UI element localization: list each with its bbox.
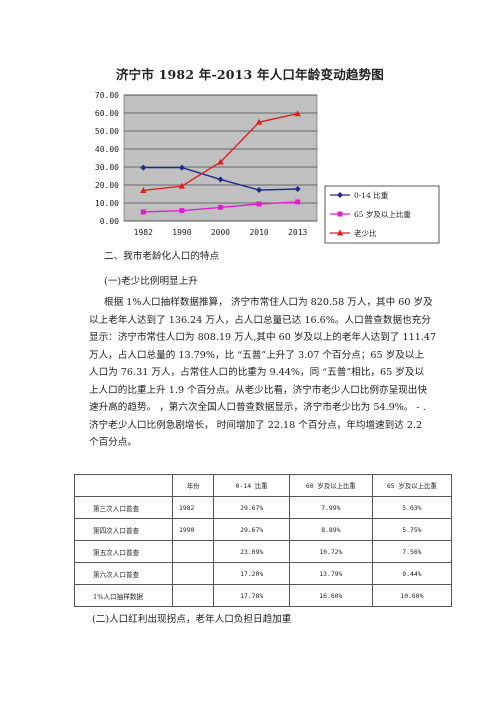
x-tick-label: 2000 xyxy=(211,228,230,237)
grid-lines xyxy=(124,94,317,222)
legend-label: 老少比 xyxy=(354,228,377,238)
data-point xyxy=(255,118,263,125)
paragraph-line: 上人口的比重上升 1.9 个百分点。从老少比看，济宁市老少人口比例亦呈现出快 xyxy=(89,384,427,396)
y-tick-label: 30.00 xyxy=(95,163,119,172)
section-heading: 二、我市老龄化人口的特点 xyxy=(104,251,220,262)
table-row: 第五次人口普查 23.09% 10.72% 7.56% xyxy=(73,540,453,563)
x-tick-label: 2010 xyxy=(249,228,268,237)
table-cell: 第三次人口普查 xyxy=(73,496,174,519)
table-row: 第四次人口普查 1990 29.67% 8.89% 5.75% xyxy=(73,518,453,541)
table-header xyxy=(73,474,174,497)
table-cell: 13.79% xyxy=(288,562,373,585)
table-cell: 7.99% xyxy=(288,496,373,519)
data-point xyxy=(256,201,262,207)
table-row: 第三次人口普查 1982 29.67% 7.99% 5.03% xyxy=(73,496,453,519)
y-tick-label: 50.00 xyxy=(95,127,119,136)
y-tick-label: 40.00 xyxy=(95,145,119,154)
legend-label: 65 岁及以上比重 xyxy=(354,209,411,219)
table-row: 第六次人口普查 17.20% 13.79% 9.44% xyxy=(73,562,453,585)
table-cell: 17.20% xyxy=(213,562,290,585)
paragraph-line: 个百分点。 xyxy=(89,437,137,448)
y-tick-label: 60.00 xyxy=(95,109,119,118)
table-header-row: 年份 0-14 比重 60 岁及以上比重 65 岁及以上比重 xyxy=(73,474,453,497)
table-cell: 1982 xyxy=(172,496,215,519)
paragraph-line: 济宁老少人口比例急剧增长， 时间增加了 22.18 个百分点，年均增速到达 2.… xyxy=(89,419,423,431)
data-point xyxy=(217,176,224,183)
data-point xyxy=(178,164,185,171)
paragraph-line: 人口为 76.31 万人，占常住人口的比重为 9.44%，同 “五普”相比，65… xyxy=(89,367,425,378)
paragraph-line: 万人，占人口总量的 13.79%，比 “五普”上升了 3.07 个百分点；65 … xyxy=(89,349,425,361)
table-cell xyxy=(172,540,215,563)
legend-marker xyxy=(337,192,343,198)
table-cell: 10.60% xyxy=(371,584,453,607)
data-point xyxy=(179,208,185,214)
table-cell: 7.56% xyxy=(371,540,453,563)
x-tick-label: 1982 xyxy=(134,228,153,237)
table-cell: 第六次人口普查 xyxy=(73,562,174,585)
paragraph-line: 显示：济宁市常住人口为 808.19 万人,其中 60 岁及以上的老年人达到了 … xyxy=(89,332,437,343)
legend-label: 0-14 比重 xyxy=(354,190,389,200)
y-tick-label: 10.00 xyxy=(95,199,119,208)
y-tick-label: 0.00 xyxy=(100,217,119,226)
data-point xyxy=(140,209,146,215)
table-cell: 16.60% xyxy=(288,584,373,607)
x-tick-label: 1990 xyxy=(172,228,191,237)
table-cell: 1%人口抽样数据 xyxy=(73,584,174,607)
data-point xyxy=(294,110,301,117)
legend-marker xyxy=(337,211,343,217)
table-cell: 23.09% xyxy=(213,540,290,563)
y-tick-label: 20.00 xyxy=(95,181,119,190)
table-header: 60 岁及以上比重 xyxy=(288,474,373,497)
section-subheading: (一)老少比例明显上升 xyxy=(104,276,198,287)
chart-title: 济宁市 1982 年-2013 年人口年龄变动趋势图 xyxy=(115,67,385,82)
paragraph-line: 速升高的趋势。 ，第六次全国人口普查数据显示，济宁市老少比为 54.9%。 - … xyxy=(89,402,426,413)
table-cell: 17.78% xyxy=(213,584,290,607)
data-point xyxy=(217,158,224,165)
table-header: 65 岁及以上比重 xyxy=(371,474,453,497)
table-cell: 1990 xyxy=(172,518,215,541)
table-cell xyxy=(172,562,215,585)
data-point xyxy=(178,182,186,189)
table-cell: 第五次人口普查 xyxy=(73,540,174,563)
table-row: 1%人口抽样数据 17.78% 16.60% 10.60% xyxy=(73,584,453,607)
y-axis-ticks: 0.00 10.00 20.00 30.00 40.00 50.00 60.00 70.00 xyxy=(95,91,119,226)
x-tick-label: 2013 xyxy=(288,228,307,237)
data-point xyxy=(218,204,223,210)
table-header: 年份 xyxy=(172,474,215,497)
y-tick-label: 70.00 xyxy=(95,91,119,100)
table-cell: 第四次人口普查 xyxy=(73,518,174,541)
data-point xyxy=(256,187,263,194)
series-lines xyxy=(140,110,301,215)
x-axis-ticks: 1982 1990 2000 2010 2013 xyxy=(134,228,308,237)
data-point xyxy=(140,186,147,193)
census-table: 年份 0-14 比重 60 岁及以上比重 65 岁及以上比重 第三次人口普查 1… xyxy=(73,474,453,607)
table-header: 0-14 比重 xyxy=(213,474,290,497)
table-cell: 9.44% xyxy=(371,562,453,585)
table-cell: 5.75% xyxy=(371,518,453,541)
data-point xyxy=(295,199,301,205)
table-cell: 10.72% xyxy=(288,540,373,563)
footer-heading: (二)人口红利出现拐点，老年人口负担日趋加重 xyxy=(92,614,292,625)
table-cell xyxy=(172,584,215,607)
data-point xyxy=(294,185,301,192)
population-trend-chart: 0.0010.0020.0030.0040.0050.0060.0070.00 … xyxy=(95,91,440,244)
table-cell: 5.03% xyxy=(371,496,453,519)
table-cell: 8.89% xyxy=(288,518,373,541)
paragraph-line: 根据 1%人口抽样数据推算， 济宁市常住人口为 820.58 万人，其中 60 … xyxy=(104,297,433,308)
table-cell: 29.67% xyxy=(213,496,290,519)
legend-marker xyxy=(336,229,344,236)
table-cell: 29.67% xyxy=(213,518,290,541)
data-point xyxy=(140,164,147,171)
paragraph-line: 以上老年人达到了 136.24 万人，占人口总量已达 16.6%。人口普查数据也… xyxy=(89,314,431,326)
